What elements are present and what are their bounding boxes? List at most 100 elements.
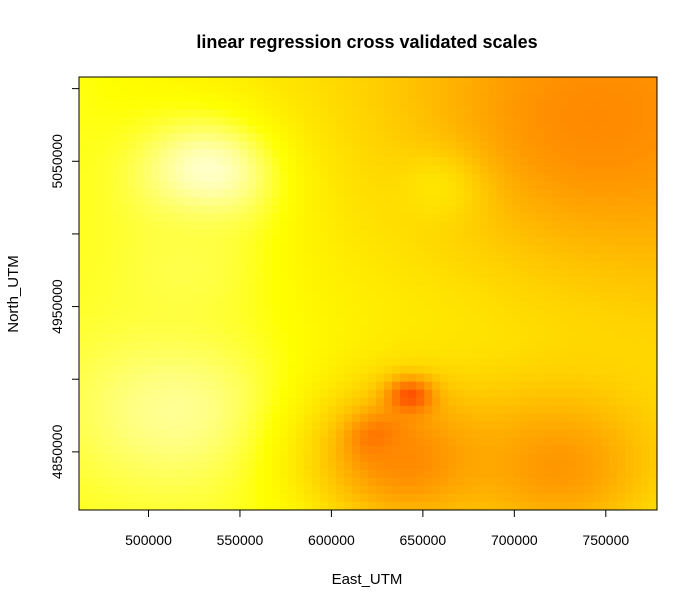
heatmap-cell <box>287 325 297 335</box>
heatmap-cell <box>103 325 112 335</box>
heatmap-cell <box>223 165 233 174</box>
heatmap-cell <box>448 317 457 327</box>
heatmap-cell <box>520 357 530 367</box>
heatmap-cell <box>632 125 642 134</box>
heatmap-cell <box>343 397 353 407</box>
heatmap-cell <box>416 213 425 222</box>
heatmap-cell <box>279 333 289 343</box>
heatmap-cell <box>111 437 120 447</box>
heatmap-cell <box>512 269 522 279</box>
heatmap-cell <box>351 245 361 255</box>
heatmap-cell <box>247 373 257 383</box>
heatmap-cell <box>488 309 498 319</box>
heatmap-cell <box>95 269 104 279</box>
heatmap-cell <box>255 229 265 238</box>
heatmap-cell <box>247 405 257 415</box>
heatmap-cell <box>528 501 538 510</box>
heatmap-cell <box>127 349 136 359</box>
heatmap-cell <box>143 133 152 142</box>
heatmap-cell <box>271 261 281 271</box>
heatmap-cell <box>167 189 176 198</box>
heatmap-cell <box>576 389 586 399</box>
heatmap-cell <box>167 485 176 495</box>
heatmap-cell <box>359 173 369 182</box>
heatmap-cell <box>624 405 634 415</box>
heatmap-cell <box>191 261 201 271</box>
heatmap-cell <box>520 269 530 279</box>
heatmap-cell <box>504 405 514 415</box>
heatmap-cell <box>183 237 192 246</box>
heatmap-cell <box>271 141 281 150</box>
heatmap-cell <box>464 317 473 327</box>
heatmap-cell <box>343 381 353 391</box>
heatmap-cell <box>448 205 457 214</box>
heatmap-cell <box>368 421 377 431</box>
heatmap-cell <box>376 309 385 319</box>
heatmap-cell <box>432 493 441 503</box>
heatmap-cell <box>263 77 273 86</box>
heatmap-cell <box>327 381 337 391</box>
heatmap-cell <box>464 245 473 255</box>
heatmap-cell <box>520 93 530 102</box>
heatmap-cell <box>608 157 618 166</box>
heatmap-cell <box>504 389 514 399</box>
heatmap-cell <box>584 389 594 399</box>
heatmap-cell <box>632 469 642 479</box>
heatmap-cell <box>223 261 233 271</box>
heatmap-cell <box>376 93 385 102</box>
heatmap-cell <box>592 461 602 471</box>
heatmap-cell <box>303 93 313 102</box>
heatmap-cell <box>279 397 289 407</box>
heatmap-cell <box>319 189 329 198</box>
heatmap-cell <box>271 309 281 319</box>
heatmap-cell <box>584 269 594 279</box>
heatmap-cell <box>207 157 217 166</box>
heatmap-cell <box>215 101 225 110</box>
heatmap-cell <box>528 301 538 311</box>
heatmap-cell <box>400 373 409 383</box>
heatmap-cell <box>119 229 128 238</box>
heatmap-cell <box>576 445 586 455</box>
heatmap-cell <box>552 197 562 206</box>
heatmap-cell <box>143 189 152 198</box>
heatmap-cell <box>568 117 578 126</box>
heatmap-cell <box>368 237 377 246</box>
heatmap-cell <box>560 197 570 206</box>
heatmap-cell <box>536 277 546 287</box>
heatmap-cell <box>359 189 369 198</box>
heatmap-cell <box>512 341 522 351</box>
heatmap-cell <box>231 501 241 510</box>
heatmap-cell <box>239 173 249 182</box>
heatmap-cell <box>368 109 377 118</box>
heatmap-cell <box>159 245 168 255</box>
heatmap-cell <box>279 181 289 190</box>
heatmap-cell <box>159 149 168 158</box>
heatmap-cell <box>392 245 401 255</box>
heatmap-cell <box>287 277 297 287</box>
heatmap-cell <box>624 261 634 271</box>
heatmap-cell <box>159 421 168 431</box>
heatmap-cell <box>95 141 104 150</box>
heatmap-cell <box>616 269 626 279</box>
heatmap-cell <box>488 413 498 423</box>
heatmap-cell <box>504 277 514 287</box>
heatmap-cell <box>600 325 610 335</box>
heatmap-cell <box>199 493 209 503</box>
heatmap-cell <box>608 477 618 487</box>
heatmap-cell <box>600 85 610 94</box>
heatmap-cell <box>191 253 201 263</box>
heatmap-cell <box>271 485 281 495</box>
heatmap-cell <box>287 101 297 110</box>
heatmap-cell <box>592 309 602 319</box>
heatmap-cell <box>319 157 329 166</box>
heatmap-cell <box>552 437 562 447</box>
heatmap-cell <box>384 293 393 303</box>
heatmap-cell <box>279 285 289 295</box>
heatmap-cell <box>544 93 554 102</box>
heatmap-cell <box>279 189 289 198</box>
heatmap-cell <box>496 493 506 503</box>
heatmap-cell <box>327 269 337 279</box>
heatmap-cell <box>480 485 490 495</box>
heatmap-cell <box>600 261 610 271</box>
heatmap-cell <box>584 277 594 287</box>
